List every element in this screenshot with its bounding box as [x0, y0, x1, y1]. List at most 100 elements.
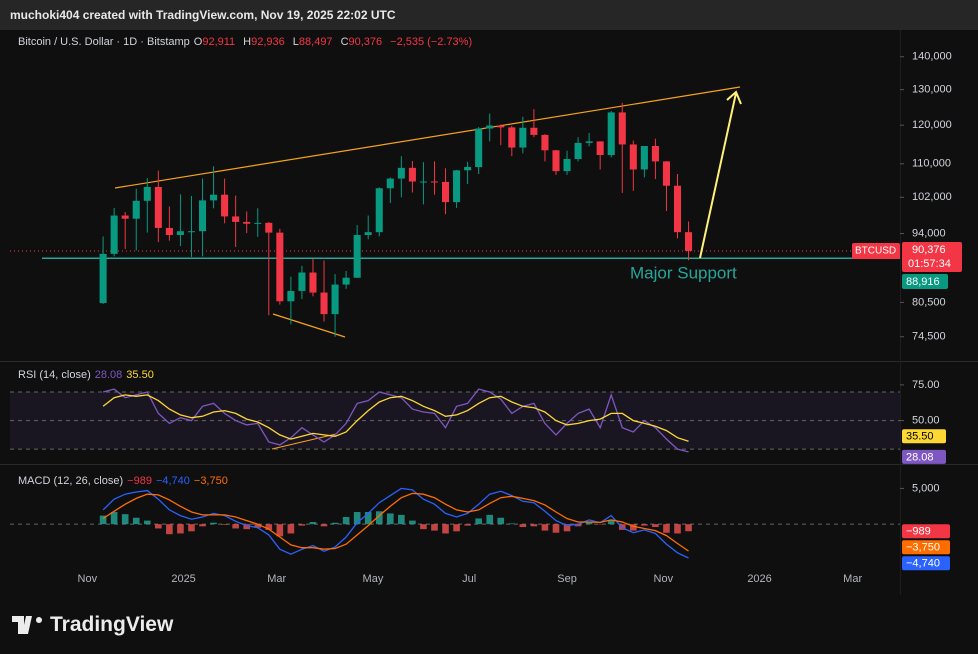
candle-body: [453, 170, 461, 203]
histogram-bar: [519, 524, 527, 528]
histogram-bar: [486, 514, 494, 525]
y-tick-label: 5,000: [912, 482, 940, 494]
histogram-bar: [574, 524, 582, 527]
candle-body: [276, 232, 284, 302]
series-line: [102, 394, 689, 442]
candle-body: [441, 181, 450, 203]
x-tick-label: 2026: [747, 573, 771, 585]
value-box: [902, 449, 946, 464]
ohlc: O92,911: [194, 36, 239, 48]
support-label: 88,916: [906, 276, 940, 288]
histogram-bar: [508, 523, 516, 525]
candle-body: [585, 141, 593, 143]
candle-body: [497, 125, 505, 128]
candle-body: [673, 185, 682, 233]
value-label: −989: [906, 526, 931, 538]
candle-body: [685, 232, 693, 251]
histogram-bar: [143, 520, 151, 525]
ohlc-value: 88,497: [298, 36, 333, 48]
y-tick-label: 75.00: [912, 379, 940, 391]
y-tick-label: 80,500: [912, 296, 946, 308]
brand: TradingView: [50, 613, 174, 636]
countdown: 01:57:34: [908, 258, 951, 270]
histogram-bar: [409, 520, 416, 525]
histogram-bar: [663, 524, 670, 533]
candle-body: [430, 181, 439, 183]
histogram-bar: [541, 524, 549, 531]
histogram-bar: [552, 524, 560, 533]
histogram-bar: [530, 524, 538, 527]
value-label: 35.50: [906, 431, 934, 443]
candle-body: [574, 142, 582, 159]
histogram-bar: [585, 522, 593, 525]
header-bar: muchoki404 created with TradingView.com,…: [0, 0, 978, 30]
histogram-bar: [287, 524, 295, 534]
indicator-value: 28.08: [94, 369, 123, 381]
ohlc-key: C: [340, 36, 349, 48]
ohlc-value: 92,936: [251, 36, 285, 48]
candle-body: [607, 112, 615, 156]
histogram-bar: [99, 515, 107, 525]
symbol-box: [852, 243, 900, 260]
histogram-bar: [320, 524, 328, 527]
histogram-bar: [276, 524, 284, 537]
value-label: −3,750: [906, 542, 940, 554]
histogram-bar: [431, 524, 438, 531]
rsi-legend: RSI (14, close) 28.08 35.50: [18, 369, 158, 381]
value-box: [902, 556, 950, 571]
histogram-bar: [309, 522, 317, 525]
candle-body: [154, 186, 162, 228]
histogram-bar: [221, 524, 228, 525]
x-tick-label: May: [363, 573, 384, 585]
histogram-bar: [685, 524, 692, 532]
histogram-bar: [420, 524, 427, 530]
histogram-bar: [342, 517, 350, 525]
rsi-band: [10, 392, 900, 450]
histogram-bar: [497, 517, 505, 525]
candle-body: [99, 253, 107, 303]
candle-body: [519, 127, 527, 148]
y-tick-label: 110,000: [912, 158, 951, 170]
candle-body: [563, 158, 571, 172]
chart-background: [0, 30, 978, 595]
histogram-bar: [630, 524, 637, 531]
series-line: [102, 492, 689, 552]
histogram-bar: [265, 524, 273, 530]
histogram-bar: [121, 514, 129, 525]
histogram-bar: [674, 524, 681, 534]
x-tick-label: Jul: [462, 573, 476, 585]
footer: TradingView: [12, 612, 173, 638]
histogram-bar: [331, 522, 339, 525]
candle-body: [651, 146, 659, 162]
price-pane: Major Support: [10, 86, 900, 338]
x-tick-label: Mar: [843, 573, 862, 585]
arrow: [699, 90, 742, 259]
ohlc-key: O: [193, 36, 203, 48]
histogram-bar: [232, 524, 239, 529]
ohlc-value: 92,911: [202, 36, 236, 48]
candle-body: [143, 186, 151, 201]
candle-body: [364, 232, 372, 235]
candle-body: [662, 161, 670, 186]
indicator-value: −3,750: [193, 475, 228, 487]
candle-body: [210, 194, 218, 201]
histogram-bar: [464, 524, 471, 526]
candle-body: [397, 167, 405, 179]
histogram-bar: [254, 524, 262, 528]
candle-body: [232, 216, 240, 222]
histogram-bar: [166, 524, 173, 535]
value-box: [902, 429, 946, 444]
x-tick-label: Mar: [267, 573, 286, 585]
histogram-bar: [364, 512, 372, 525]
y-tick-label: 120,000: [912, 119, 952, 131]
y-tick-label: 102,000: [912, 191, 952, 203]
candle-body: [530, 127, 538, 135]
ohlc: C90,376: [341, 36, 387, 48]
candle-body: [408, 167, 416, 182]
candle-body: [243, 221, 251, 224]
histogram-bar: [199, 524, 206, 527]
candle-body: [342, 277, 350, 285]
candle-body: [187, 231, 196, 233]
trendline: [272, 313, 346, 338]
